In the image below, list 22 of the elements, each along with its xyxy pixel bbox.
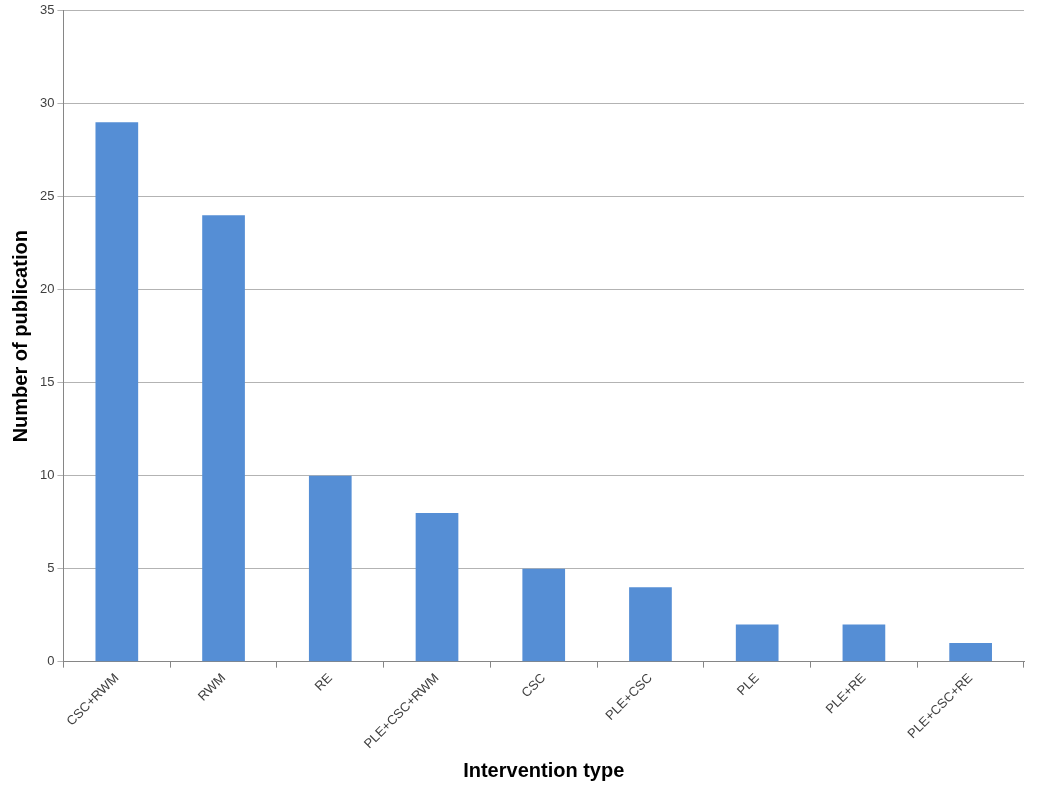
bar — [202, 215, 245, 662]
bar — [95, 122, 139, 662]
x-axis-title: Intervention type — [463, 758, 625, 781]
bar — [629, 587, 672, 662]
y-tick-label: 35 — [39, 2, 55, 18]
x-tick-label: PLE — [733, 669, 763, 699]
bar — [415, 512, 459, 662]
x-tick-label: RE — [311, 669, 336, 694]
y-tick-label: 30 — [39, 95, 55, 111]
y-tick-label: 10 — [39, 467, 55, 483]
x-tick-label: CSC — [518, 670, 549, 701]
y-tick-label: 25 — [39, 188, 55, 204]
bar — [949, 643, 992, 662]
bar — [308, 475, 352, 662]
bar — [522, 568, 566, 662]
y-tick-label: 0 — [47, 653, 55, 669]
bar — [842, 624, 886, 662]
y-tick-label: 15 — [39, 374, 55, 390]
y-axis-title: Number of publication — [8, 230, 31, 443]
y-tick-label: 5 — [47, 560, 55, 576]
bar — [735, 624, 779, 662]
y-tick-label: 20 — [39, 281, 55, 297]
